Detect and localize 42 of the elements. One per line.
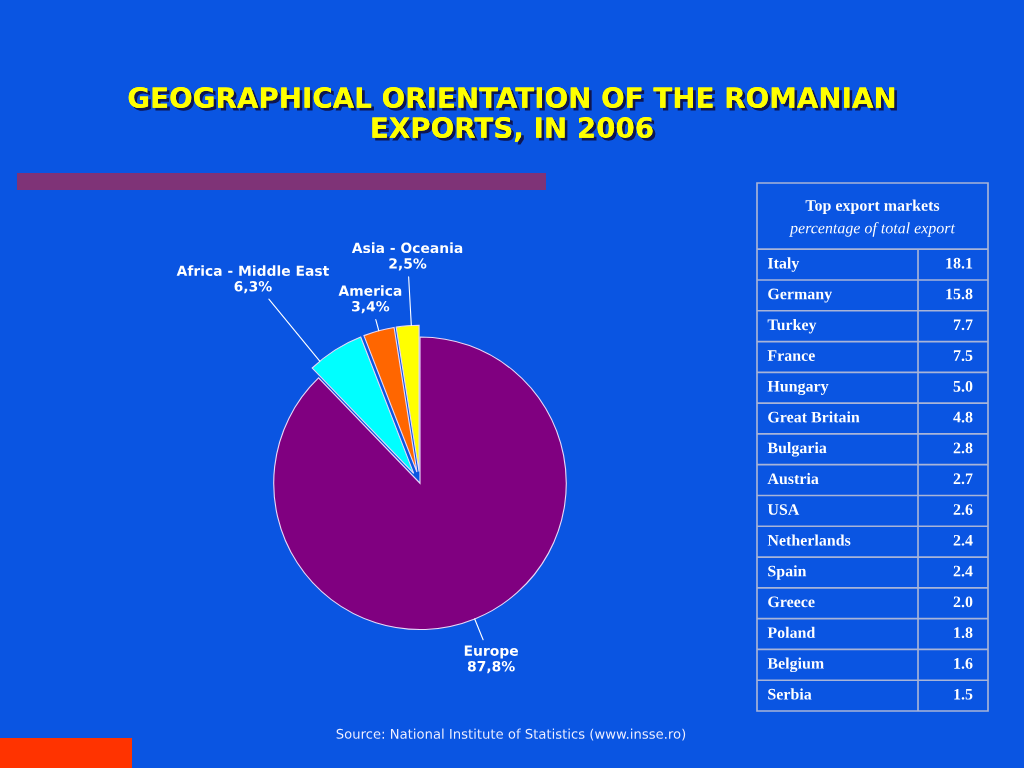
slice-label: America (338, 285, 402, 296)
data-label: 2.7 (953, 473, 973, 485)
data-label: 2.0 (953, 596, 973, 608)
data-label: 1.5 (954, 688, 973, 700)
data-label: 4.8 (953, 411, 973, 423)
text: percentage of total export (789, 222, 956, 237)
category-label: Serbia (768, 688, 812, 700)
data-label: 2.4 (953, 534, 973, 546)
category-label: Turkey (767, 318, 817, 334)
data-label: 2.6 (953, 504, 973, 515)
slice-label: Asia - Oceania (351, 242, 463, 254)
category-label: Italy (767, 257, 800, 272)
data-label: 2.8 (953, 442, 973, 454)
data-label: 15.8 (946, 288, 973, 300)
category-label: Netherlands (767, 534, 851, 546)
category-label: USA (767, 504, 800, 515)
category-label: Great Britain (768, 411, 860, 423)
data-label: 18.1 (946, 257, 973, 269)
data-label: 87,8% (467, 660, 515, 674)
category-label: Belgium (767, 657, 824, 673)
category-label: Greece (768, 596, 815, 608)
slice-label: Africa - Middle East (176, 265, 329, 276)
data-label: 6,3% (234, 281, 272, 294)
data-label: 1.6 (954, 658, 973, 669)
category-label: Austria (767, 472, 819, 485)
category-label: Germany (768, 288, 832, 303)
category-label: Spain (768, 565, 807, 580)
source-note: Source: National Institute of Statistics (www.insse.ro) (336, 728, 686, 741)
data-label: 1.8 (954, 627, 973, 639)
category-label: Hungary (767, 380, 829, 395)
text: Top export markets (805, 199, 940, 215)
data-label: 5.0 (953, 380, 973, 392)
data-label: 7.7 (953, 319, 973, 331)
category-label: France (767, 350, 815, 361)
data-label: 2.4 (953, 565, 973, 577)
category-label: Bulgaria (767, 442, 827, 457)
data-label: 3,4% (352, 300, 390, 314)
data-label: 7.5 (953, 350, 973, 362)
data-label: 2,5% (389, 258, 427, 271)
chart-title: GEOGRAPHICAL ORIENTATION OF THE ROMANIAN EXPORTS, IN 2006 (128, 87, 897, 145)
slice-label: Europe (464, 645, 519, 659)
category-label: Poland (767, 626, 816, 639)
